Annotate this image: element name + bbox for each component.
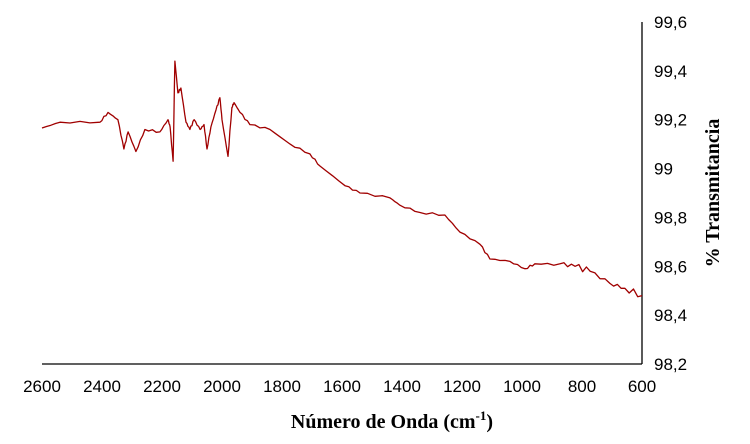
x-tick-label: 1600 (323, 377, 361, 396)
y-tick-label: 99,2 (654, 111, 687, 130)
y-tick-label: 98,8 (654, 208, 687, 227)
x-tick-label: 1200 (443, 377, 481, 396)
y-tick-label: 98,6 (654, 257, 687, 276)
x-tick-label: 800 (568, 377, 596, 396)
x-tick-label: 600 (628, 377, 656, 396)
y-axis-label: % Transmitancia (702, 119, 724, 268)
x-tick-label: 2400 (83, 377, 121, 396)
x-tick-label: 1400 (383, 377, 421, 396)
y-tick-label: 99,4 (654, 62, 687, 81)
y-tick-label: 98,2 (654, 355, 687, 374)
spectrum-line (41, 60, 643, 298)
y-tick-label: 98,4 (654, 306, 687, 325)
x-tick-label: 2200 (143, 377, 181, 396)
x-tick-label: 2600 (23, 377, 61, 396)
x-tick-label: 2000 (203, 377, 241, 396)
y-tick-label: 99 (654, 160, 673, 179)
y-tick-label: 99,6 (654, 13, 687, 32)
x-axis-label: Número de Onda (cm-1) (291, 408, 493, 433)
x-tick-label: 1800 (263, 377, 301, 396)
x-tick-label: 1000 (503, 377, 541, 396)
